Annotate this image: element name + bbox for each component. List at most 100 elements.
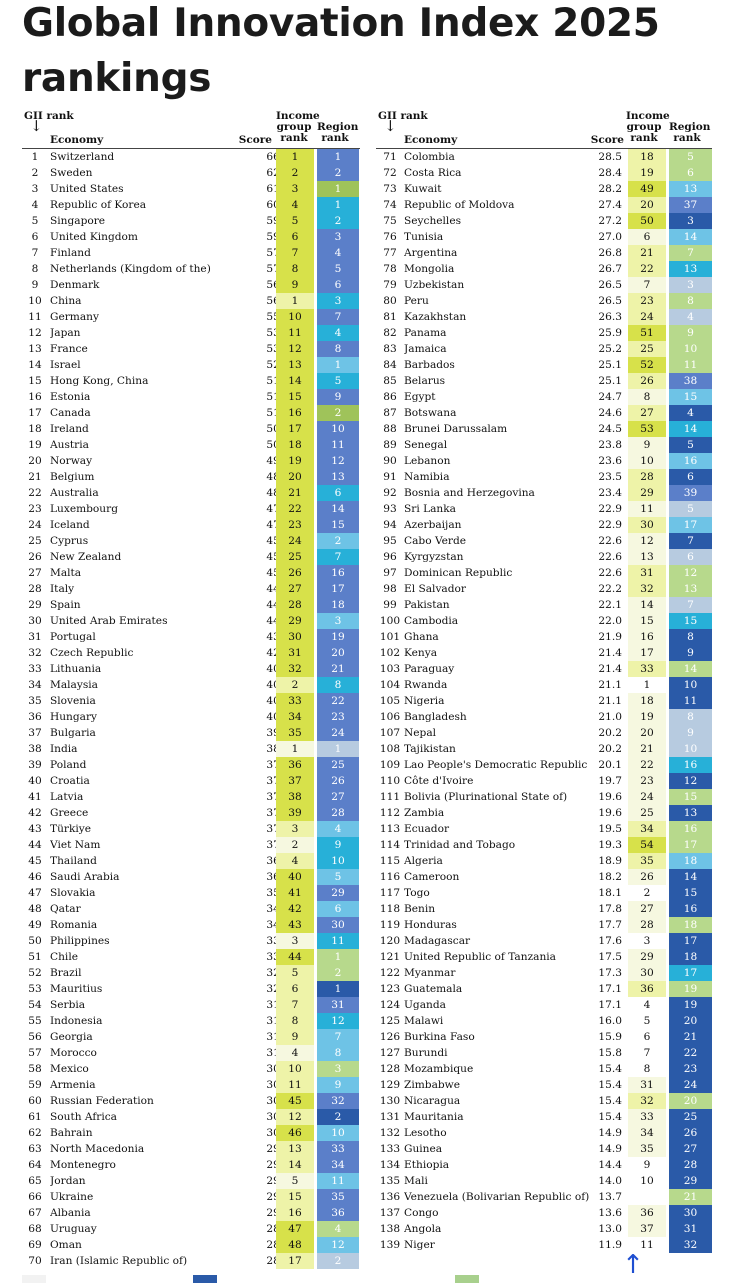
gii-rank-cell: 107 <box>379 727 401 739</box>
region-rank-header: Region rank <box>669 121 711 144</box>
economy-cell: Dominican Republic <box>404 567 513 579</box>
gii-rank-cell: 108 <box>379 743 401 755</box>
economy-cell: Chile <box>50 951 78 963</box>
income-group-rank-cell: 5 <box>276 1173 314 1189</box>
economy-cell: Peru <box>404 295 429 307</box>
region-rank-cell: 10 <box>317 421 359 437</box>
income-group-rank-cell: 26 <box>276 565 314 581</box>
score-cell: 23.5 <box>598 471 622 483</box>
economy-cell: Denmark <box>50 279 100 291</box>
gii-rank-cell: 96 <box>383 551 397 563</box>
income-group-rank-cell: 3 <box>628 933 666 949</box>
rankings-table-left: GII rank ↓ Economy Score Income group ra… <box>22 108 360 1269</box>
economy-cell: Nepal <box>404 727 437 739</box>
region-rank-cell: 7 <box>317 309 359 325</box>
table-row: 55Indonesia31.3812 <box>22 1013 360 1029</box>
economy-cell: Republic of Moldova <box>404 199 515 211</box>
table-row: 111 Bolivia (Plurinational State of) 19.6 2… <box>376 789 712 805</box>
table-row: 133 Guinea 14.9 35 27 <box>376 1141 712 1157</box>
income-group-rank-cell: 36 <box>628 1205 666 1221</box>
score-cell: 22.9 <box>598 519 622 531</box>
table-row: 95 Cabo Verde 22.6 12 7 <box>376 533 712 549</box>
income-group-rank-cell: 35 <box>628 1141 666 1157</box>
income-group-rank-cell: 23 <box>276 517 314 533</box>
gii-rank-cell: 63 <box>28 1143 42 1155</box>
region-rank-cell: 6 <box>669 549 712 565</box>
gii-rank-cell: 49 <box>28 919 42 931</box>
arrow-down-icon: ↓ <box>384 117 397 135</box>
region-rank-cell: 11 <box>317 933 359 949</box>
income-group-rank-cell: 30 <box>628 965 666 981</box>
gii-rank-cell: 4 <box>31 199 39 211</box>
region-rank-cell: 4 <box>317 1221 359 1237</box>
gii-rank-cell: 15 <box>28 375 42 387</box>
gii-rank-cell: 19 <box>28 439 42 451</box>
gii-rank-cell: 120 <box>379 935 401 947</box>
score-cell: 25.9 <box>598 327 622 339</box>
economy-cell: India <box>50 743 78 755</box>
economy-cell: Mauritania <box>404 1111 464 1123</box>
income-group-rank-cell: 11 <box>276 325 314 341</box>
region-rank-cell: 9 <box>669 325 712 341</box>
table-row: 108 Tajikistan 20.2 21 10 <box>376 741 712 757</box>
economy-cell: Bolivia (Plurinational State of) <box>404 791 568 803</box>
income-group-rank-cell: 12 <box>276 341 314 357</box>
income-group-rank-cell: 32 <box>628 581 666 597</box>
gii-rank-cell: 14 <box>28 359 42 371</box>
economy-cell: Albania <box>50 1207 91 1219</box>
score-cell: 17.1 <box>598 983 622 995</box>
region-rank-cell: 7 <box>669 245 712 261</box>
economy-cell: Switzerland <box>50 151 115 163</box>
region-rank-cell: 3 <box>317 293 359 309</box>
economy-cell: Latvia <box>50 791 84 803</box>
income-group-rank-cell: 15 <box>276 389 314 405</box>
region-rank-cell: 7 <box>317 549 359 565</box>
region-rank-cell: 26 <box>669 1125 712 1141</box>
gii-rank-cell: 20 <box>28 455 42 467</box>
table-row: 115 Algeria 18.9 35 18 <box>376 853 712 869</box>
economy-cell: Namibia <box>404 471 450 483</box>
region-rank-cell: 2 <box>317 1109 359 1125</box>
income-group-rank-cell: 25 <box>628 341 666 357</box>
table-row: 10China56.613 <box>22 293 360 309</box>
region-rank-cell: 1 <box>317 741 359 757</box>
income-group-rank-cell: 15 <box>628 613 666 629</box>
income-group-rank-cell: 6 <box>628 1029 666 1045</box>
income-group-rank-cell: 7 <box>628 277 666 293</box>
score-cell: 15.4 <box>598 1063 622 1075</box>
table-row: 90 Lebanon 23.6 10 16 <box>376 453 712 469</box>
gii-rank-cell: 115 <box>379 855 401 867</box>
score-cell: 21.1 <box>598 679 622 691</box>
table-row: 45Thailand36.7410 <box>22 853 360 869</box>
economy-cell: Bosnia and Herzegovina <box>404 487 535 499</box>
income-group-rank-cell: 35 <box>628 853 666 869</box>
region-rank-cell: 9 <box>317 837 359 853</box>
income-group-rank-cell: 54 <box>628 837 666 853</box>
gii-rank-cell: 118 <box>379 903 401 915</box>
region-rank-cell: 1 <box>317 357 359 373</box>
income-group-rank-cell: 18 <box>628 149 666 165</box>
score-cell: 17.8 <box>598 903 622 915</box>
gii-rank-cell: 5 <box>31 215 39 227</box>
region-rank-cell: 12 <box>317 1237 359 1253</box>
gii-rank-cell: 81 <box>383 311 397 323</box>
income-group-rank-cell: 21 <box>628 741 666 757</box>
page-title: Global Innovation Index 2025 rankings <box>22 1 660 101</box>
gii-rank-cell: 121 <box>379 951 401 963</box>
income-group-rank-cell: 40 <box>276 869 314 885</box>
economy-cell: Canada <box>50 407 91 419</box>
gii-rank-cell: 11 <box>28 311 42 323</box>
region-rank-cell: 5 <box>669 501 712 517</box>
score-cell: 20.2 <box>598 743 622 755</box>
gii-rank-cell: 59 <box>28 1079 42 1091</box>
income-group-rank-cell: 18 <box>276 437 314 453</box>
region-rank-cell: 32 <box>669 1237 712 1253</box>
table-row: 62Bahrain30.04610 <box>22 1125 360 1141</box>
economy-cell: Japan <box>50 327 81 339</box>
gii-rank-cell: 3 <box>31 183 39 195</box>
scroll-to-top-arrow-icon[interactable]: ↑ <box>622 1250 644 1280</box>
gii-rank-cell: 73 <box>383 183 397 195</box>
score-cell: 27.0 <box>598 231 622 243</box>
